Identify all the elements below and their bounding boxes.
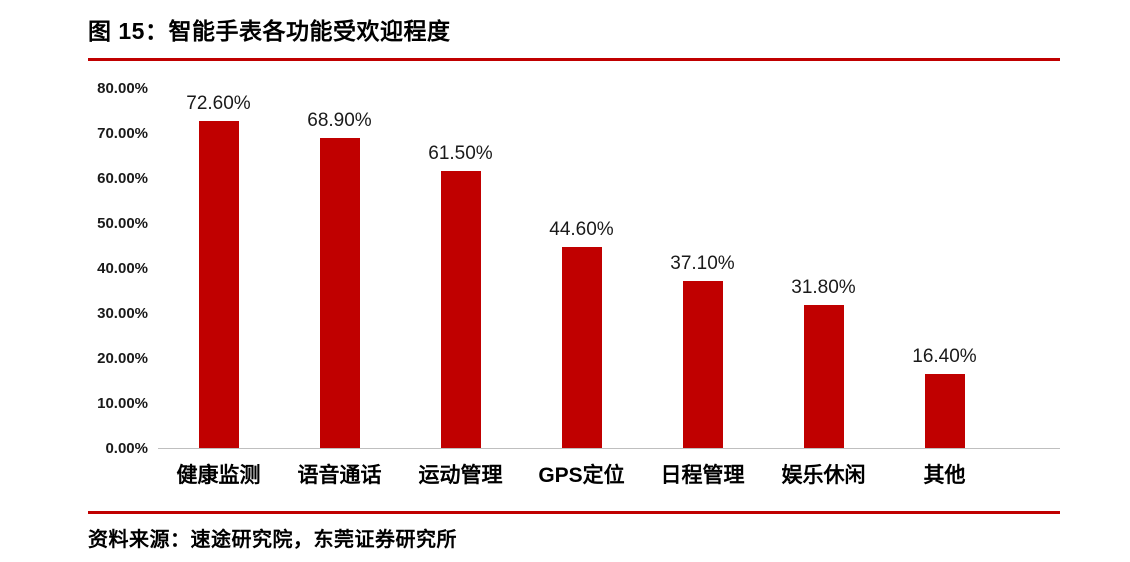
bar-slot: 37.10% — [642, 253, 763, 448]
footer-divider — [88, 511, 1060, 514]
y-tick-label: 0.00% — [105, 440, 148, 457]
bar-slot: 68.90% — [279, 110, 400, 448]
bar-value-label: 72.60% — [186, 93, 251, 115]
bar-slot: 16.40% — [884, 346, 1005, 448]
category-label: 娱乐休闲 — [781, 464, 866, 487]
y-tick-label: 60.00% — [97, 170, 148, 187]
plot-area: 72.60% 68.90% 61.50% 44.60% 37.10% 31.80% 16.4… — [158, 89, 1060, 489]
y-axis: 0.00% 10.00% 20.00% 30.00% 40.00% 50.00% 60.00… — [66, 80, 158, 457]
y-tick-label: 10.00% — [97, 395, 148, 412]
bar-value-label: 68.90% — [307, 109, 372, 131]
x-axis-labels: 健康监测 语音通话 运动管理 GPS定位 日程管理 娱乐休闲 其他 — [158, 459, 1060, 489]
bar-slot: 44.60% — [521, 219, 642, 448]
bar-value-label: 37.10% — [670, 253, 735, 275]
figure-title: 图 15：智能手表各功能受欢迎程度 — [88, 18, 451, 44]
bar-value-label: 61.50% — [428, 143, 493, 165]
bar-value-label: 16.40% — [912, 346, 977, 368]
bar-slot: 31.80% — [763, 277, 884, 448]
category-label: 日程管理 — [660, 464, 745, 487]
source-note: 资料来源：速途研究院，东莞证券研究所 — [88, 529, 457, 551]
category-label: 其他 — [923, 464, 966, 487]
bar — [440, 171, 481, 448]
bar-value-label: 44.60% — [549, 219, 614, 241]
bar — [803, 304, 844, 448]
category-label: 运动管理 — [418, 464, 503, 487]
bar-slot: 61.50% — [400, 143, 521, 448]
category-label: 语音通话 — [297, 464, 382, 487]
bar — [924, 374, 965, 448]
y-tick-label: 40.00% — [97, 260, 148, 277]
category-label: 健康监测 — [176, 464, 261, 487]
bar-chart: 0.00% 10.00% 20.00% 30.00% 40.00% 50.00% 60.00… — [66, 80, 1060, 489]
title-divider — [88, 58, 1060, 61]
y-tick-label: 50.00% — [97, 215, 148, 232]
bar — [198, 121, 239, 448]
y-tick-label: 30.00% — [97, 305, 148, 322]
y-tick-label: 70.00% — [97, 125, 148, 142]
bar-value-label: 31.80% — [791, 276, 856, 298]
category-label: GPS定位 — [538, 464, 625, 487]
bar — [319, 137, 360, 448]
bar — [561, 247, 602, 448]
bar-slot: 72.60% — [158, 93, 279, 448]
bar — [682, 281, 723, 448]
y-tick-label: 20.00% — [97, 350, 148, 367]
bars-container: 72.60% 68.90% 61.50% 44.60% 37.10% 31.80% 16.4… — [158, 89, 1060, 449]
y-tick-label: 80.00% — [97, 80, 148, 97]
